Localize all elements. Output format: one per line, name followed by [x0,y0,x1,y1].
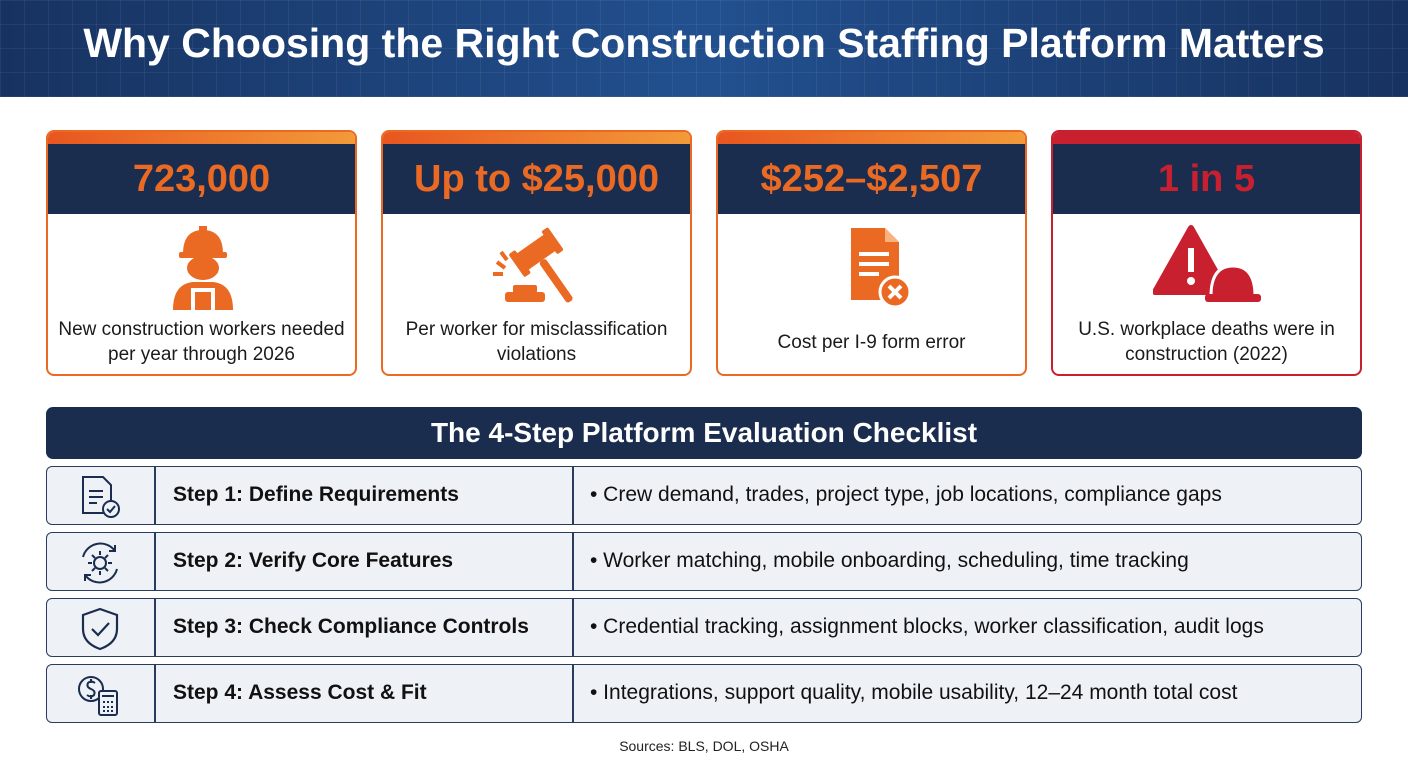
step-title: Step 4: Assess Cost & Fit [173,681,427,704]
stat-value: 1 in 5 [1053,144,1360,214]
step-title: Step 3: Check Compliance Controls [173,615,529,638]
stat-icon [1152,222,1263,317]
card-strip [718,132,1025,144]
row-divider [572,599,574,656]
step-icon [75,605,125,658]
step-icon [75,671,125,724]
checklist-row: Step 2: Verify Core Features • Worker mat… [46,532,1362,591]
step-title: Step 1: Define Requirements [173,483,459,506]
stat-value: Up to $25,000 [383,144,690,214]
sources: Sources: BLS, DOL, OSHA [619,738,789,754]
page-title: Why Choosing the Right Construction Staf… [83,20,1325,66]
row-divider [154,467,156,524]
row-divider [572,665,574,722]
checklist-row: Step 4: Assess Cost & Fit • Integrations,… [46,664,1362,723]
stat-description: Per worker for misclassification violati… [405,319,668,365]
stat-icon [483,222,593,317]
row-divider [572,467,574,524]
row-divider [154,533,156,590]
row-divider [572,533,574,590]
row-divider [154,599,156,656]
stat-value: 723,000 [48,144,355,214]
stat-card: 1 in 5 U.S. workplace deaths were in cons… [1051,130,1362,376]
header [0,0,1408,97]
stat-value: $252–$2,507 [718,144,1025,214]
stat-card: $252–$2,507 Cost per I-9 form error [716,130,1027,376]
card-strip [1053,132,1360,144]
card-strip [383,132,690,144]
stat-icon [153,222,253,317]
step-detail: • Credential tracking, assignment blocks… [590,615,1264,638]
stat-description: Cost per I-9 form error [777,331,966,353]
step-detail: • Crew demand, trades, project type, job… [590,483,1222,506]
step-title: Step 2: Verify Core Features [173,549,454,572]
stat-description: U.S. workplace deaths were in constructi… [1078,319,1335,365]
step-detail: • Integrations, support quality, mobile … [590,681,1238,704]
stat-card: 723,000 New construction workers needed p… [46,130,357,376]
stat-description: New construction workers needed per year… [58,319,345,365]
row-divider [154,665,156,722]
step-icon [75,539,125,592]
step-detail: • Worker matching, mobile onboarding, sc… [590,549,1189,572]
card-strip [48,132,355,144]
checklist-row: Step 3: Check Compliance Controls • Crede… [46,598,1362,657]
checklist-title: The 4-Step Platform Evaluation Checklist [46,407,1362,459]
stat-card: Up to $25,000 Per worker for misclassific… [381,130,692,376]
checklist-row: Step 1: Define Requirements • Crew demand… [46,466,1362,525]
stat-icon [823,222,923,317]
step-icon [75,473,125,526]
